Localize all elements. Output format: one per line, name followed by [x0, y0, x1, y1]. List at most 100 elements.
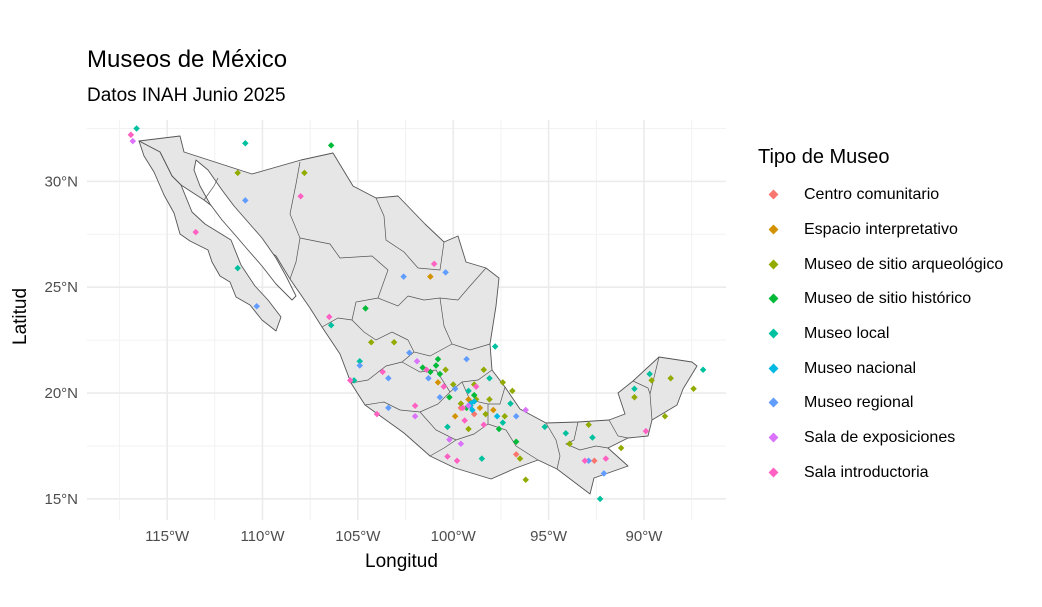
museum-point — [327, 142, 335, 149]
legend-item: Sala de exposiciones — [758, 421, 1003, 456]
museum-point — [562, 429, 570, 437]
legend-label: Museo de sitio arqueológico — [804, 255, 1004, 273]
museum-point — [442, 366, 449, 373]
y-tick-label: 20°N — [44, 385, 78, 402]
museum-point — [512, 413, 520, 420]
museum-point — [465, 387, 472, 395]
museum-point — [522, 476, 529, 484]
state-borders — [203, 161, 660, 470]
museum-point — [379, 368, 386, 376]
museum-point — [478, 455, 486, 462]
x-tick-label: 115°W — [145, 528, 190, 545]
legend-label: Centro comunitario — [804, 186, 940, 204]
museum-point — [480, 421, 488, 429]
legend-marker — [758, 293, 779, 305]
museum-point — [591, 457, 598, 464]
legend-item: Museo nacional — [758, 351, 1003, 386]
museum-point — [440, 383, 447, 390]
museum-point — [350, 377, 358, 384]
legend-label: Espacio interpretativo — [804, 221, 958, 239]
museum-point — [430, 260, 438, 268]
museum-point — [434, 355, 442, 363]
museum-point — [495, 425, 503, 433]
museum-point — [373, 410, 381, 418]
legend-label: Sala introductoria — [804, 463, 929, 481]
museum-point — [490, 406, 497, 414]
museum-point — [327, 322, 335, 329]
museum-point — [234, 169, 241, 177]
mexico-map — [138, 135, 698, 495]
legend-item: Espacio interpretativo — [758, 213, 1003, 248]
museum-point — [486, 396, 493, 403]
museum-point — [667, 374, 674, 382]
x-tick-label: 100°W — [431, 528, 477, 545]
museum-point — [499, 379, 507, 386]
museum-point — [491, 343, 499, 350]
legend-marker — [758, 432, 779, 444]
museum-point — [600, 470, 608, 477]
museum-point — [459, 404, 467, 412]
x-tick-label: 90°W — [626, 528, 664, 545]
museum-point — [192, 228, 199, 236]
axis-tick-labels: 115°W 110°W 105°W 100°W 95°W 90°W 15°N 20°N 25°N… — [44, 173, 663, 545]
museum-point — [480, 366, 488, 373]
museum-point — [499, 419, 507, 426]
museum-point — [463, 355, 470, 363]
museum-point — [406, 349, 413, 357]
museum-point — [127, 131, 135, 139]
y-axis-label: Latitud — [10, 287, 31, 345]
museum-point — [493, 413, 501, 420]
museum-point — [472, 383, 480, 390]
legend-marker — [758, 328, 779, 340]
museum-point — [482, 410, 489, 418]
museum-point — [617, 444, 625, 452]
museum-point — [425, 374, 432, 382]
museum-point — [516, 455, 524, 462]
legend-item: Museo regional — [758, 386, 1003, 421]
museum-point — [411, 413, 419, 420]
legend: Tipo de Museo Centro comunitario Espacio … — [758, 146, 1003, 490]
museum-point — [442, 269, 449, 276]
museum-point — [465, 402, 472, 409]
museum-point — [451, 385, 459, 393]
legend-item: Museo local — [758, 317, 1003, 352]
museum-point — [699, 366, 707, 373]
legend-label: Museo nacional — [804, 359, 917, 377]
museum-point — [585, 457, 592, 464]
museum-point — [581, 457, 589, 464]
museum-point — [507, 400, 514, 407]
legend-marker — [758, 189, 779, 201]
museum-point — [390, 338, 398, 346]
legend-marker — [758, 363, 779, 375]
gulf-of-california-shape — [193, 159, 297, 301]
museum-point — [413, 358, 421, 365]
museum-point — [541, 423, 549, 431]
museum-point — [486, 374, 493, 382]
museum-point — [631, 393, 638, 401]
legend-marker — [758, 259, 779, 271]
museum-point — [400, 273, 407, 280]
y-tick-label: 15°N — [44, 491, 78, 508]
museum-point — [465, 425, 472, 433]
museum-point — [566, 440, 573, 448]
legend-label: Museo regional — [804, 394, 914, 412]
y-tick-label: 25°N — [44, 279, 78, 296]
museum-point — [253, 302, 261, 310]
y-tick-label: 30°N — [44, 173, 78, 190]
museum-point — [512, 451, 520, 458]
museum-point — [453, 457, 461, 464]
museum-point — [385, 404, 392, 412]
chart-title: Museos de México — [87, 46, 288, 73]
legend-title: Tipo de Museo — [758, 146, 890, 168]
museum-point — [129, 137, 137, 145]
museum-point — [436, 393, 444, 401]
museum-point — [356, 362, 364, 369]
museum-point — [444, 453, 451, 460]
museum-point — [133, 125, 140, 132]
museum-point — [602, 455, 610, 462]
museum-point — [585, 421, 592, 429]
x-tick-label: 105°W — [335, 528, 381, 545]
museum-point — [512, 438, 520, 445]
chart-subtitle: Datos INAH Junio 2025 — [87, 85, 286, 106]
legend-item: Museo de sitio histórico — [758, 282, 1003, 317]
